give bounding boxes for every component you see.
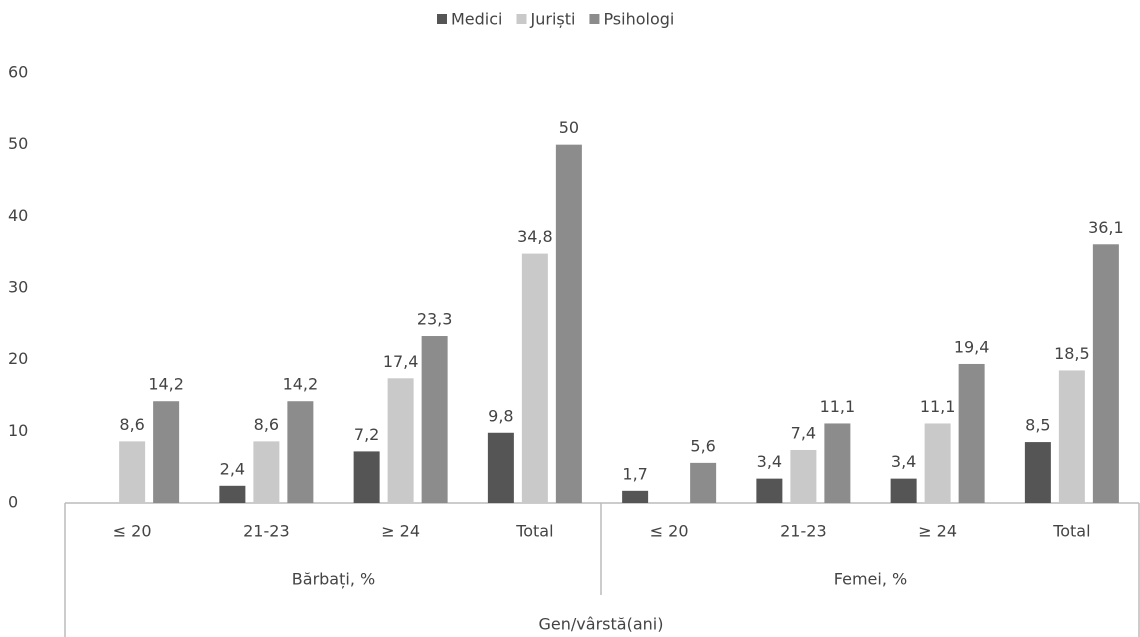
data-label: 11,1 (820, 397, 856, 416)
data-label: 11,1 (920, 397, 956, 416)
data-label: 8,6 (119, 415, 144, 434)
group-label: Femei, % (834, 570, 907, 589)
bar (287, 401, 314, 503)
legend-label: Psihologi (603, 10, 674, 29)
x-tick-label: 21-23 (780, 522, 827, 541)
data-label: 36,1 (1088, 218, 1124, 237)
x-tick-label: ≤ 20 (650, 522, 689, 541)
data-label: 23,3 (417, 310, 453, 329)
bar (890, 478, 917, 503)
bar (1024, 442, 1051, 503)
data-label: 7,4 (791, 423, 816, 442)
bar (353, 451, 380, 503)
data-label: 9,8 (488, 406, 513, 425)
data-label: 5,6 (690, 436, 715, 455)
bar (387, 378, 414, 503)
group-label: Bărbați, % (292, 570, 375, 589)
y-tick-label: 30 (8, 278, 28, 297)
data-label: 14,2 (283, 375, 319, 394)
data-label: 7,2 (354, 425, 379, 444)
legend-swatch (589, 14, 600, 24)
x-tick-label: ≥ 24 (918, 522, 957, 541)
bar (958, 363, 985, 503)
bar (756, 478, 783, 503)
bar (153, 401, 180, 503)
bar (622, 490, 649, 503)
bar (690, 462, 717, 503)
bar (1092, 244, 1119, 504)
bar (219, 485, 246, 503)
legend-swatch (516, 14, 527, 24)
data-label: 50 (559, 118, 579, 137)
bar (824, 423, 851, 503)
y-tick-label: 20 (8, 349, 28, 368)
y-tick-label: 10 (8, 421, 28, 440)
legend-label: Medici (451, 10, 503, 29)
bar (555, 144, 582, 503)
data-label: 3,4 (891, 452, 916, 471)
bar (119, 441, 146, 503)
y-tick-label: 0 (8, 493, 18, 512)
bar (253, 441, 280, 503)
data-label: 8,5 (1025, 416, 1050, 435)
x-tick-label: Total (515, 522, 553, 541)
data-label: 17,4 (383, 352, 419, 371)
data-label: 3,4 (757, 452, 782, 471)
x-tick-label: ≥ 24 (381, 522, 420, 541)
bar (421, 336, 448, 503)
bar (790, 449, 817, 503)
bar (924, 423, 951, 503)
legend-label: Juriști (530, 10, 576, 29)
bar (1058, 370, 1085, 503)
data-label: 18,5 (1054, 344, 1090, 363)
x-tick-label: ≤ 20 (113, 522, 152, 541)
y-tick-label: 40 (8, 206, 28, 225)
data-label: 19,4 (954, 337, 990, 356)
data-label: 14,2 (148, 375, 184, 394)
data-label: 8,6 (254, 415, 279, 434)
y-tick-label: 60 (8, 63, 28, 82)
bar (521, 253, 548, 503)
x-tick-label: 21-23 (243, 522, 290, 541)
y-tick-label: 50 (8, 134, 28, 153)
data-label: 34,8 (517, 227, 553, 246)
data-label: 2,4 (220, 459, 245, 478)
x-tick-label: Total (1052, 522, 1090, 541)
legend-swatch (437, 14, 447, 24)
data-label: 1,7 (622, 464, 647, 483)
bar (487, 432, 514, 503)
x-axis-title: Gen/vârstă(ani) (539, 615, 664, 634)
